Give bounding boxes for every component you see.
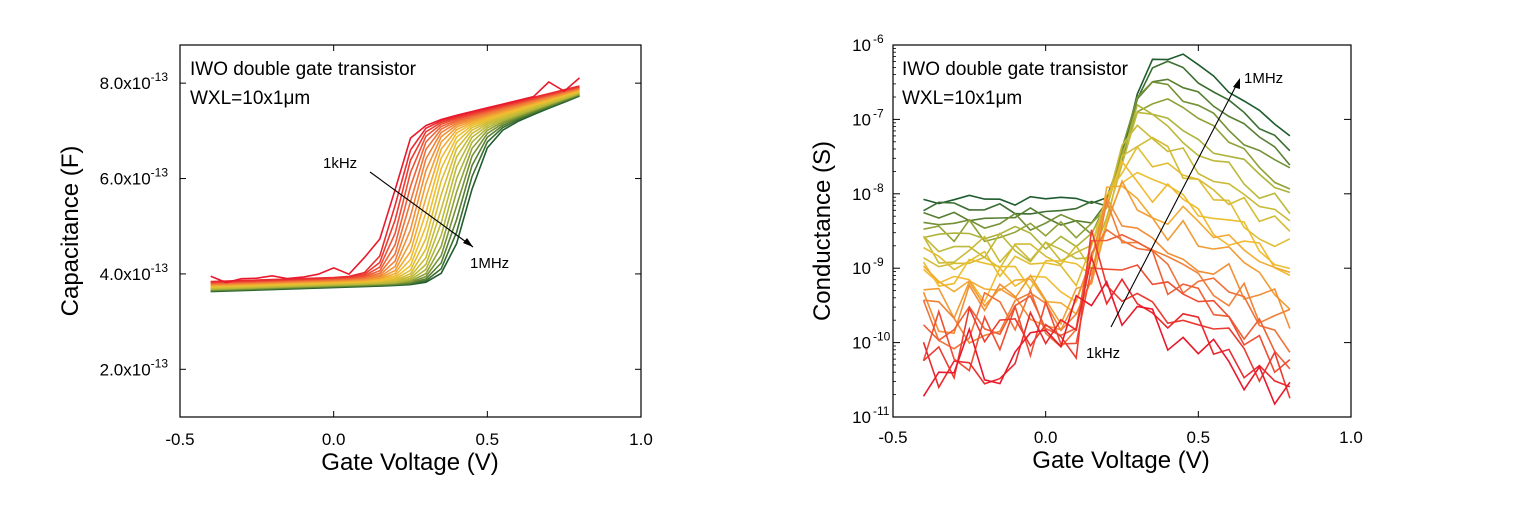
left-curves [210, 77, 581, 293]
capacitance-chart: -0.5 0.0 0.5 1.0 2.0x10-13 4.0x10-13 6.0x10-1… [57, 44, 653, 476]
left-x-tick-label: -0.5 [165, 430, 194, 449]
left-y-tick-label: 4.0x10-13 [100, 261, 169, 284]
left-arrow-label-start: 1kHz [323, 155, 357, 172]
right-x-tick-label: 0.0 [1034, 428, 1058, 447]
conductance-curve [922, 253, 1291, 390]
left-plot-frame [179, 44, 642, 418]
right-y-tick-exponent: -7 [873, 106, 884, 120]
left-arrow-label-end: 1MHz [470, 255, 509, 272]
right-y-tick-label: 10 [852, 110, 871, 129]
right-x-tick-label: 1.0 [1339, 428, 1363, 447]
conductance-curve [922, 185, 1291, 316]
left-annotation-title: IWO double gate transistor [190, 59, 417, 80]
right-plot-frame [892, 44, 1352, 418]
right-x-axis-label: Gate Voltage (V) [1032, 447, 1209, 474]
right-y-tick-label: 10 [852, 185, 871, 204]
right-y-tick-label: 10 [852, 259, 871, 278]
right-x-tick-label: 0.5 [1187, 428, 1211, 447]
conductance-curve [922, 264, 1291, 374]
right-x-ticks: -0.5 0.0 0.5 1.0 [878, 45, 1363, 447]
right-y-tick-label: 10 [852, 334, 871, 353]
right-y-tick-exponent: -11 [873, 404, 890, 418]
conductance-curve [923, 179, 1291, 326]
conductance-curve [922, 279, 1291, 406]
right-arrow-label-end: 1MHz [1244, 70, 1283, 87]
left-x-tick-label: 1.0 [629, 430, 653, 449]
right-annotation-title: IWO double gate transistor [902, 59, 1129, 80]
right-y-tick-label: 10 [852, 36, 871, 55]
capacitance-curve [210, 95, 580, 293]
right-frequency-arrowhead [1233, 78, 1240, 89]
left-x-ticks: -0.5 0.0 0.5 1.0 [165, 45, 653, 449]
left-y-tick-label: 2.0x10-13 [100, 356, 169, 379]
left-y-axis-label: Capacitance (F) [57, 146, 84, 317]
left-y-tick-label: 8.0x10-13 [100, 70, 169, 93]
right-y-tick-label: 10 [852, 408, 871, 427]
conductance-curve [922, 171, 1291, 291]
right-annotation-size: WXL=10x1μm [902, 88, 1022, 109]
conductance-curve [923, 198, 1291, 345]
right-y-tick-exponent: -9 [873, 255, 884, 269]
right-x-tick-label: -0.5 [878, 428, 907, 447]
left-y-tick-label: 6.0x10-13 [100, 166, 169, 189]
conductance-curve [922, 228, 1291, 353]
conductance-curve [923, 145, 1291, 288]
right-arrow-label-start: 1kHz [1086, 345, 1120, 362]
conductance-curve [922, 195, 1291, 335]
left-frequency-arrowhead [463, 238, 473, 247]
right-y-tick-exponent: -6 [873, 32, 884, 46]
conductance-curve [922, 229, 1291, 399]
right-curves [922, 53, 1291, 406]
left-y-ticks: 2.0x10-13 4.0x10-13 6.0x10-13 8.0x10-13 [100, 70, 641, 379]
right-y-tick-exponent: -10 [873, 330, 891, 344]
left-annotation-size: WXL=10x1μm [190, 88, 310, 109]
left-x-tick-label: 0.0 [322, 430, 346, 449]
right-y-tick-exponent: -8 [873, 181, 884, 195]
left-x-tick-label: 0.5 [476, 430, 500, 449]
conductance-chart: -0.5 0.0 0.5 1.0 10-1110-1010-910-810-710-6… [809, 32, 1363, 474]
left-x-axis-label: Gate Voltage (V) [321, 449, 498, 476]
left-frequency-arrow [369, 171, 474, 248]
right-y-axis-label: Conductance (S) [809, 141, 836, 321]
right-frequency-arrow [1110, 81, 1239, 328]
conductance-curve [923, 103, 1291, 251]
